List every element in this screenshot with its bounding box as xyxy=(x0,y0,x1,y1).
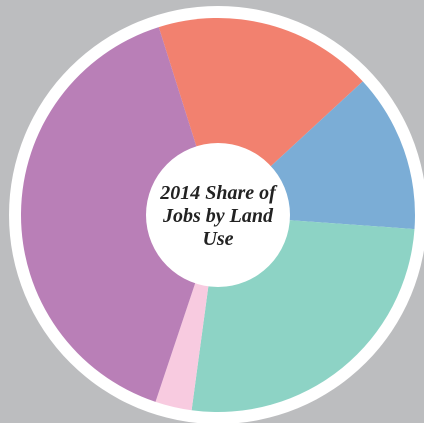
donut-segment xyxy=(21,27,218,402)
donut-hole xyxy=(146,143,290,287)
chart-title: 2014 Share of Jobs by Land Use xyxy=(160,181,276,250)
